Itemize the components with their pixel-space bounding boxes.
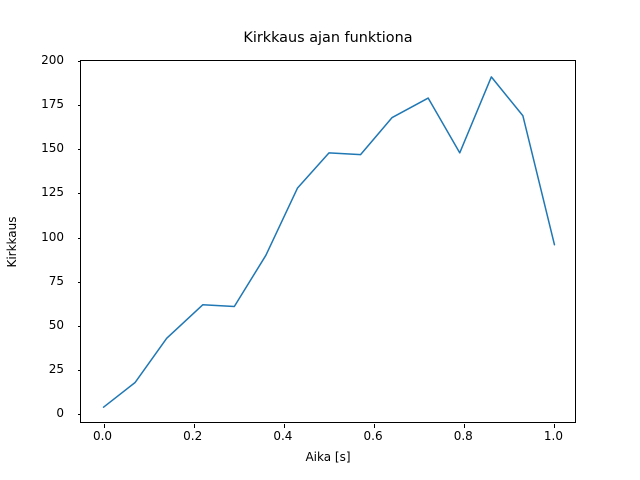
x-tick-mark: [464, 424, 466, 428]
y-tick-mark: [77, 370, 81, 372]
x-tick-mark: [283, 424, 285, 428]
y-axis-tick-labels: 0 25 50 75 100 125 150 175 200: [0, 53, 71, 423]
plot-area: [77, 60, 576, 428]
y-tick-mark: [77, 237, 81, 239]
y-tick-mark: [77, 414, 81, 416]
line-series-svg: [102, 76, 556, 408]
y-tick-label: 200: [41, 53, 64, 67]
y-tick-label: 125: [41, 185, 64, 200]
y-tick-label: 0: [56, 406, 64, 421]
y-tick-mark: [77, 105, 81, 107]
y-tick-mark: [77, 281, 81, 283]
x-tick-label: 0.8: [453, 429, 473, 443]
y-tick-label: 25: [48, 362, 64, 377]
data-line-kirkkaus: [102, 76, 556, 408]
chart-title: Kirkkaus ajan funktiona: [243, 30, 413, 46]
x-tick-label: 0.6: [363, 429, 383, 443]
x-tick-mark: [103, 424, 105, 428]
x-axis-label: Aika [s]: [305, 450, 351, 464]
x-tick-label: 0.0: [92, 429, 113, 443]
y-tick-label: 100: [41, 229, 64, 244]
x-tick-mark: [554, 424, 556, 428]
y-tick-mark: [77, 325, 81, 327]
y-tick-label: 175: [41, 97, 64, 112]
y-tick-mark: [77, 149, 81, 151]
x-tick-label: 1.0: [543, 429, 563, 443]
y-tick-label: 150: [41, 141, 64, 156]
x-tick-label: 0.4: [273, 429, 293, 443]
x-tick-mark: [193, 424, 195, 428]
y-tick-mark: [77, 193, 81, 195]
x-tick-label: 0.2: [183, 429, 203, 443]
x-axis-tick-labels: 0.0 0.2 0.4 0.6 0.8 1.0: [80, 429, 576, 449]
y-tick-label: 75: [48, 273, 64, 288]
y-tick-label: 50: [48, 317, 64, 332]
y-tick-mark: [77, 61, 81, 62]
x-tick-mark: [374, 424, 376, 428]
